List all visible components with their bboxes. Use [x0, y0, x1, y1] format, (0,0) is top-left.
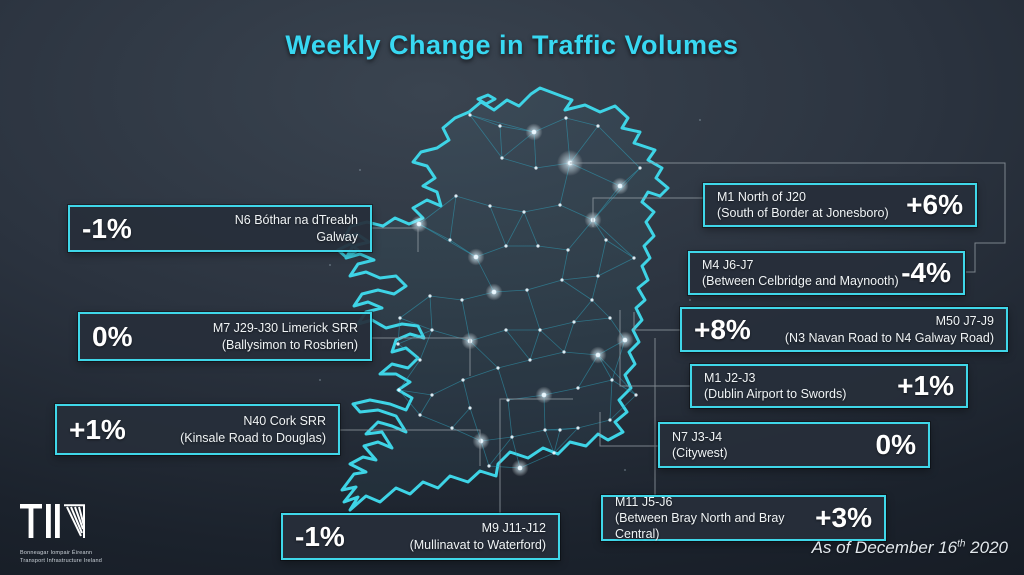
percent-value: +3% — [815, 502, 872, 533]
percent-value: +1% — [69, 413, 126, 445]
as-of-text: As of December 16 — [811, 538, 958, 557]
connector-n6 — [372, 227, 419, 252]
road-detail: (Dublin Airport to Swords) — [704, 387, 847, 401]
callout-box-m11: M11 J5-J6 (Between Bray North and Bray C… — [601, 495, 886, 541]
connector-m50 — [633, 312, 680, 331]
road-name: M1 J2-J3 — [704, 370, 756, 385]
road-label: M9 J11-J12 (Mullinavat to Waterford) — [410, 520, 546, 553]
callout-box-m1-north: M1 North of J20 (South of Border at Jone… — [703, 183, 977, 227]
island — [476, 93, 497, 106]
road-name: N6 Bóthar na dTreabh — [234, 213, 358, 228]
callout-box-n7: N7 J3-J4 (Citywest) 0% — [658, 422, 930, 468]
page-title: Weekly Change in Traffic Volumes — [285, 30, 739, 60]
as-of-superscript: th — [957, 538, 966, 550]
percent-value: -1% — [82, 212, 132, 244]
road-label: N6 Bóthar na dTreabh Galway — [235, 212, 358, 245]
road-name: M11 J5-J6 — [615, 494, 673, 509]
percent-value: +1% — [897, 370, 954, 401]
road-detail: (Ballysimon to Rosbrien) — [221, 337, 358, 352]
road-detail: (South of Border at Jonesboro) — [717, 206, 889, 220]
connector-n40 — [340, 429, 481, 466]
road-label: M11 J5-J6 (Between Bray North and Bray C… — [615, 494, 815, 543]
callout-box-m4: M4 J6-J7 (Between Celbridge and Maynooth… — [688, 251, 965, 295]
road-name: M50 J7-J9 — [935, 314, 994, 329]
ireland-coastline — [340, 86, 670, 512]
road-label: N40 Cork SRR (Kinsale Road to Douglas) — [180, 413, 326, 446]
callout-connectors — [340, 162, 1006, 513]
callout-box-n6: -1% N6 Bóthar na dTreabh Galway — [68, 205, 372, 252]
road-detail: (Between Bray North and Bray Central) — [615, 510, 785, 542]
callout-box-n40: +1% N40 Cork SRR (Kinsale Road to Dougla… — [55, 404, 340, 455]
logo-org-english: Transport Infrastructure Ireland — [20, 558, 103, 565]
percent-value: -1% — [295, 520, 345, 552]
tii-logo: Bonneagar Iompair Éireann Transport Infr… — [20, 504, 112, 566]
road-detail: (N3 Navan Road to N4 Galway Road) — [784, 330, 994, 345]
percent-value: -4% — [901, 257, 951, 288]
road-label: M4 J6-J7 (Between Celbridge and Maynooth… — [702, 257, 899, 290]
road-detail: Galway — [316, 229, 358, 244]
connector-n7 — [599, 412, 658, 447]
connector-m1n — [592, 197, 703, 227]
road-detail: (Between Celbridge and Maynooth) — [702, 274, 899, 288]
road-name: M9 J11-J12 — [481, 521, 546, 536]
connector-m1d — [619, 310, 690, 387]
road-detail: (Mullinavat to Waterford) — [409, 537, 546, 552]
as-of-year: 2020 — [965, 538, 1008, 557]
road-detail: (Citywest) — [672, 446, 728, 460]
callout-box-m50: +8% M50 J7-J9 (N3 Navan Road to N4 Galwa… — [680, 307, 1008, 352]
percent-value: +8% — [694, 313, 751, 345]
callout-box-m7: 0% M7 J29-J30 Limerick SRR (Ballysimon t… — [78, 312, 372, 361]
road-name: M4 J6-J7 — [702, 257, 754, 272]
road-label: M50 J7-J9 (N3 Navan Road to N4 Galway Ro… — [785, 313, 994, 346]
road-name: N7 J3-J4 — [672, 429, 723, 444]
connector-m7 — [372, 337, 471, 376]
callout-box-m1-dublin: M1 J2-J3 (Dublin Airport to Swords) +1% — [690, 364, 968, 408]
road-name: M7 J29-J30 Limerick SRR — [212, 321, 358, 336]
connector-m9 — [499, 398, 573, 513]
percent-value: 0% — [875, 429, 916, 460]
road-label: M1 North of J20 (South of Border at Jone… — [717, 189, 889, 222]
callout-box-m9: -1% M9 J11-J12 (Mullinavat to Waterford) — [281, 513, 560, 560]
tii-logo-mark — [20, 504, 85, 538]
road-name: M1 North of J20 — [717, 189, 806, 204]
road-name: N40 Cork SRR — [243, 414, 326, 429]
percent-value: +6% — [906, 189, 963, 220]
as-of-date: As of December 16th 2020 — [812, 538, 1008, 558]
percent-value: 0% — [92, 320, 133, 352]
road-label: M1 J2-J3 (Dublin Airport to Swords) — [704, 370, 846, 403]
road-label: M7 J29-J30 Limerick SRR (Ballysimon to R… — [213, 320, 358, 353]
harp-icon — [64, 504, 85, 538]
road-detail: (Kinsale Road to Douglas) — [180, 430, 326, 445]
connector-m4 — [570, 162, 1006, 273]
logo-org-irish: Bonneagar Iompair Éireann — [20, 550, 93, 556]
road-label: N7 J3-J4 (Citywest) — [672, 429, 728, 462]
